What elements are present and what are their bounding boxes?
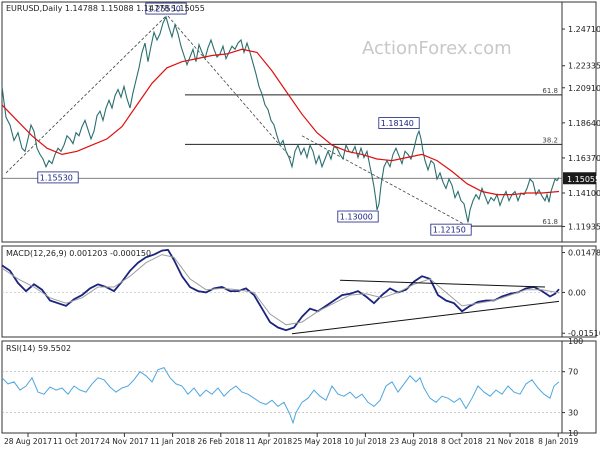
x-tick-label: 10 Jul 2018 [344, 437, 387, 446]
x-tick-label: 26 Feb 2018 [197, 437, 244, 446]
rsi-y-tick-label: 70 [568, 368, 578, 377]
rsi-title: RSI(14) 59.5502 [6, 344, 71, 353]
macd-title: MACD(12,26,9) 0.001203 -0.000150 [6, 249, 151, 258]
price-y-tick-label: 1.20910 [568, 84, 600, 93]
price-y-tick-label: 1.18640 [568, 119, 600, 128]
watermark-text: ActionForex.com [362, 38, 512, 59]
rsi-y-tick-label: 100 [568, 337, 583, 346]
macd-series-macd [2, 250, 559, 330]
x-tick-label: 21 Nov 2018 [486, 437, 534, 446]
rsi-series [2, 368, 559, 423]
price-y-tick-label: 1.11935 [568, 222, 600, 231]
macd-y-tick-label: 0.00 [568, 288, 586, 297]
x-tick-label: 11 Apr 2018 [246, 437, 293, 446]
x-tick-label: 8 Oct 2018 [441, 437, 483, 446]
last-price-label: 1.15055 [567, 175, 600, 184]
price-level-label: 1.15530 [40, 173, 73, 182]
downtrend-dashed-line-2 [302, 136, 472, 229]
fib-level-label: 61.8 [542, 218, 558, 226]
x-tick-label: 25 May 2018 [293, 437, 342, 446]
fib-level-label: 61.8 [542, 87, 558, 95]
price-y-tick-label: 1.16370 [568, 154, 600, 163]
price-y-tick-label: 1.24710 [568, 25, 600, 34]
macd-trendline [340, 280, 545, 287]
x-tick-label: 28 Aug 2017 [4, 437, 52, 446]
x-tick-label: 8 Jan 2019 [538, 437, 578, 446]
macd-series-signal [2, 255, 559, 325]
x-tick-label: 24 Nov 2017 [100, 437, 148, 446]
price-level-label: 1.13000 [340, 213, 373, 222]
macd-trendline [292, 301, 559, 333]
macd-y-tick-label: 0.014786 [568, 249, 600, 258]
downtrend-dashed-line [168, 16, 292, 159]
fib-level-label: 38.2 [542, 136, 558, 144]
price-y-tick-label: 1.14100 [568, 189, 600, 198]
price-level-label: 1.12150 [433, 226, 466, 235]
price-y-tick-label: 1.22335 [568, 62, 600, 71]
x-tick-label: 23 Aug 2018 [390, 437, 438, 446]
price-level-label: 1.18140 [381, 119, 414, 128]
x-tick-label: 11 Oct 2017 [53, 437, 100, 446]
chart-header: EURUSD,Daily 1.14788 1.15088 1.14778 1.1… [6, 4, 205, 13]
uptrend-dashed-line [6, 16, 166, 173]
x-tick-label: 11 Jan 2018 [150, 437, 195, 446]
rsi-y-tick-label: 30 [568, 409, 578, 418]
